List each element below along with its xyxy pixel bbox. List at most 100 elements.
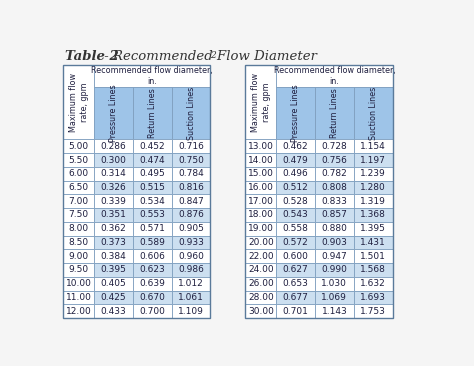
- Text: 0.572: 0.572: [283, 238, 309, 247]
- Text: Table 2: Table 2: [65, 50, 119, 63]
- Bar: [94, 66, 210, 87]
- Bar: [276, 153, 315, 167]
- Bar: [354, 277, 392, 291]
- Bar: [315, 153, 354, 167]
- Bar: [354, 208, 392, 222]
- Bar: [133, 222, 172, 236]
- Text: 0.452: 0.452: [139, 142, 165, 151]
- Bar: [315, 194, 354, 208]
- Bar: [276, 181, 315, 194]
- Bar: [133, 249, 172, 263]
- Bar: [172, 194, 210, 208]
- Text: 26.00: 26.00: [248, 279, 273, 288]
- Bar: [172, 208, 210, 222]
- Text: 0.847: 0.847: [178, 197, 204, 206]
- Bar: [276, 236, 315, 249]
- Bar: [94, 277, 133, 291]
- Bar: [63, 304, 94, 318]
- Text: 20.00: 20.00: [248, 238, 273, 247]
- Bar: [172, 181, 210, 194]
- Bar: [245, 208, 276, 222]
- Text: 7.00: 7.00: [69, 197, 89, 206]
- Text: 9.50: 9.50: [69, 265, 89, 274]
- Bar: [354, 291, 392, 304]
- Text: 6.50: 6.50: [69, 183, 89, 192]
- Text: 12.00: 12.00: [66, 307, 91, 315]
- Bar: [315, 139, 354, 153]
- Text: Recommended flow diameter,
in.: Recommended flow diameter, in.: [91, 66, 213, 86]
- Bar: [94, 194, 133, 208]
- Text: 0.362: 0.362: [100, 224, 127, 233]
- Bar: [276, 249, 315, 263]
- Bar: [276, 194, 315, 208]
- Text: 0.808: 0.808: [321, 183, 347, 192]
- Text: 0.947: 0.947: [321, 252, 347, 261]
- Text: 1.143: 1.143: [321, 307, 347, 315]
- Text: 0.905: 0.905: [178, 224, 204, 233]
- Bar: [94, 291, 133, 304]
- Bar: [245, 139, 276, 153]
- Bar: [245, 277, 276, 291]
- Bar: [315, 249, 354, 263]
- Bar: [172, 236, 210, 249]
- Bar: [94, 249, 133, 263]
- Bar: [354, 153, 392, 167]
- Text: 0.384: 0.384: [100, 252, 127, 261]
- Text: 0.728: 0.728: [321, 142, 347, 151]
- Bar: [133, 139, 172, 153]
- Text: Pressure Lines: Pressure Lines: [291, 85, 300, 142]
- Bar: [276, 263, 315, 277]
- Text: Maximum flow
rate, gpm: Maximum flow rate, gpm: [251, 73, 271, 132]
- Bar: [133, 277, 172, 291]
- Bar: [315, 208, 354, 222]
- Bar: [354, 236, 392, 249]
- Bar: [63, 208, 94, 222]
- Text: 0.534: 0.534: [139, 197, 165, 206]
- Bar: [172, 167, 210, 181]
- Bar: [172, 304, 210, 318]
- Bar: [354, 139, 392, 153]
- Text: 0.816: 0.816: [178, 183, 204, 192]
- Bar: [133, 167, 172, 181]
- Text: 0.903: 0.903: [321, 238, 347, 247]
- Bar: [172, 153, 210, 167]
- Bar: [245, 304, 276, 318]
- Text: 0.571: 0.571: [139, 224, 165, 233]
- Bar: [94, 181, 133, 194]
- Text: 9.00: 9.00: [69, 252, 89, 261]
- Text: 7.50: 7.50: [69, 210, 89, 220]
- Text: 0.339: 0.339: [100, 197, 127, 206]
- Text: 0.876: 0.876: [178, 210, 204, 220]
- Bar: [276, 222, 315, 236]
- Text: 17.00: 17.00: [248, 197, 273, 206]
- Bar: [315, 263, 354, 277]
- Bar: [94, 236, 133, 249]
- Text: 0.677: 0.677: [283, 293, 309, 302]
- Bar: [63, 291, 94, 304]
- Text: 0.986: 0.986: [178, 265, 204, 274]
- Bar: [63, 222, 94, 236]
- Bar: [133, 87, 172, 139]
- Text: 8.50: 8.50: [69, 238, 89, 247]
- Text: 0.515: 0.515: [139, 183, 165, 192]
- Text: 0.433: 0.433: [100, 307, 127, 315]
- Text: 1.069: 1.069: [321, 293, 347, 302]
- Bar: [63, 249, 94, 263]
- Bar: [172, 277, 210, 291]
- Text: 0.314: 0.314: [100, 169, 127, 178]
- Text: 1.061: 1.061: [178, 293, 204, 302]
- Text: - Recommended Flow Diameter: - Recommended Flow Diameter: [100, 50, 317, 63]
- Bar: [172, 222, 210, 236]
- Text: 2: 2: [210, 51, 216, 60]
- Text: 1.568: 1.568: [360, 265, 386, 274]
- Text: 0.716: 0.716: [178, 142, 204, 151]
- Bar: [315, 167, 354, 181]
- Bar: [315, 222, 354, 236]
- Bar: [63, 194, 94, 208]
- Text: 0.462: 0.462: [283, 142, 309, 151]
- Text: 24.00: 24.00: [248, 265, 273, 274]
- Text: 1.693: 1.693: [360, 293, 386, 302]
- Text: 0.701: 0.701: [283, 307, 309, 315]
- Text: 0.405: 0.405: [100, 279, 127, 288]
- Bar: [315, 277, 354, 291]
